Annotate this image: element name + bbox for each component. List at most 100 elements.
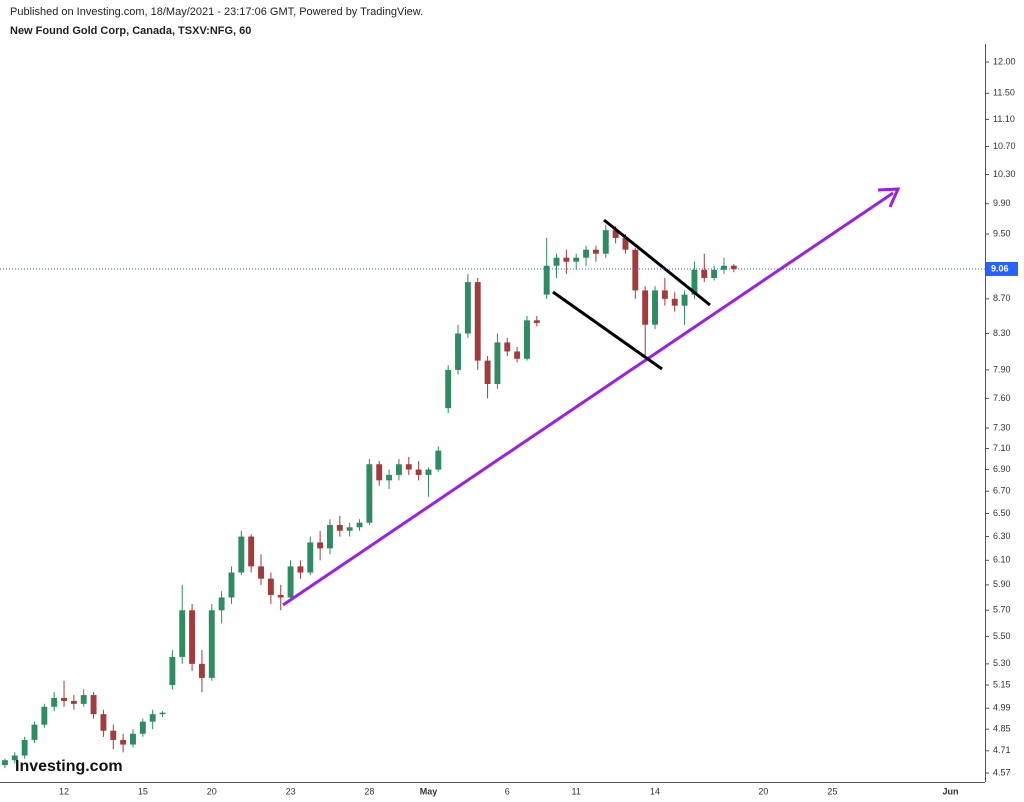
- candle-body: [189, 610, 196, 664]
- candle-body: [297, 566, 304, 573]
- flag-upper-line: [603, 218, 711, 307]
- flag-lower-line: [552, 290, 663, 371]
- candle-body: [149, 714, 156, 722]
- symbol-title: New Found Gold Corp, Canada, TSXV:NFG, 6…: [10, 25, 251, 37]
- candle-body: [612, 230, 619, 238]
- candle-body: [504, 342, 511, 352]
- candle-body: [524, 320, 530, 359]
- y-tick-label: 4.85: [993, 724, 1011, 734]
- published-note: Published on Investing.com, 18/May/2021 …: [10, 6, 423, 18]
- candle-body: [336, 524, 343, 531]
- candle-body: [484, 360, 491, 385]
- candle-body: [661, 290, 668, 299]
- candle-body: [228, 572, 235, 598]
- candle-body: [445, 369, 452, 409]
- candle-body: [90, 695, 97, 715]
- plot-area: [1, 224, 737, 769]
- y-tick-label: 11.10: [993, 114, 1015, 124]
- candle-body: [218, 597, 225, 611]
- candle-body: [41, 706, 48, 725]
- x-tick-label: 20: [207, 786, 217, 796]
- y-tick-label: 10.70: [993, 141, 1016, 151]
- y-tick-label: 11.50: [993, 88, 1015, 98]
- watermark: Investing.com: [15, 758, 123, 775]
- candle-body: [120, 739, 127, 745]
- candle-body: [592, 249, 599, 254]
- candle-body: [573, 257, 580, 262]
- y-tick-label: 8.30: [993, 328, 1011, 338]
- candle-body: [652, 290, 658, 325]
- last-price-label: 9.06: [991, 263, 1009, 273]
- candle-body: [11, 755, 18, 761]
- candle-body: [405, 464, 412, 470]
- x-tick-label: 25: [827, 786, 837, 796]
- candle-body: [277, 594, 284, 598]
- y-tick-label: 5.30: [993, 658, 1011, 668]
- candle-body: [139, 721, 146, 734]
- y-tick-label: 4.99: [993, 703, 1011, 713]
- candle-body: [464, 282, 471, 334]
- candle-body: [425, 469, 432, 475]
- y-tick-label: 6.10: [993, 555, 1011, 565]
- y-tick-label: 9.50: [993, 228, 1011, 238]
- candle-body: [169, 656, 176, 686]
- y-tick-label: 6.50: [993, 508, 1011, 518]
- y-tick-label: 4.57: [993, 767, 1011, 777]
- candle-body: [61, 697, 67, 701]
- candle-body: [248, 536, 255, 567]
- candle-body: [681, 294, 688, 306]
- candle-body: [514, 351, 521, 359]
- candle-body: [100, 714, 107, 731]
- candle-body: [386, 474, 393, 481]
- candle-body: [327, 524, 333, 549]
- candle-body: [208, 610, 215, 678]
- y-tick-label: 7.90: [993, 364, 1011, 374]
- candle-body: [376, 464, 383, 481]
- candle-body: [366, 464, 373, 523]
- candle-body: [543, 265, 550, 295]
- trend-arrowhead: [877, 187, 901, 208]
- candle-body: [642, 290, 649, 325]
- x-tick-label: 6: [505, 786, 510, 796]
- candle-body: [21, 739, 28, 756]
- candle-body: [701, 269, 708, 278]
- y-tick-label: 7.60: [993, 393, 1011, 403]
- candle-body: [287, 566, 294, 598]
- candle-body: [267, 578, 274, 595]
- x-tick-label: May: [420, 786, 438, 796]
- candle-body: [31, 724, 38, 740]
- y-tick-label: 7.10: [993, 443, 1011, 453]
- candle-body: [130, 733, 136, 745]
- candle-body: [711, 269, 718, 278]
- candle-body: [110, 730, 117, 740]
- candle-body: [317, 542, 324, 549]
- candle-body: [159, 712, 166, 715]
- last-price-box: [986, 261, 1018, 276]
- candle-body: [602, 230, 609, 254]
- y-tick-label: 5.15: [993, 679, 1011, 689]
- candle-body: [70, 700, 77, 704]
- candle-body: [179, 610, 186, 657]
- x-tick-label: 14: [650, 786, 660, 796]
- candle-body: [721, 265, 727, 270]
- y-tick-label: 8.70: [993, 293, 1011, 303]
- y-tick-label: 4.71: [993, 745, 1011, 755]
- candle-body: [691, 269, 698, 295]
- candle-body: [356, 522, 363, 528]
- candle-body: [307, 542, 314, 573]
- candle-body: [622, 237, 629, 250]
- candle-body: [395, 464, 402, 475]
- candle-body: [415, 469, 422, 475]
- x-tick-label: Jun: [943, 786, 959, 796]
- candle-body: [198, 663, 205, 678]
- candle-body: [494, 342, 501, 385]
- candle-body: [730, 265, 737, 269]
- candle-body: [435, 450, 442, 470]
- candle-body: [533, 320, 540, 323]
- x-tick-label: 12: [59, 786, 69, 796]
- y-tick-label: 6.30: [993, 531, 1011, 541]
- y-tick-label: 10.30: [993, 169, 1016, 179]
- y-tick-label: 7.30: [993, 422, 1011, 432]
